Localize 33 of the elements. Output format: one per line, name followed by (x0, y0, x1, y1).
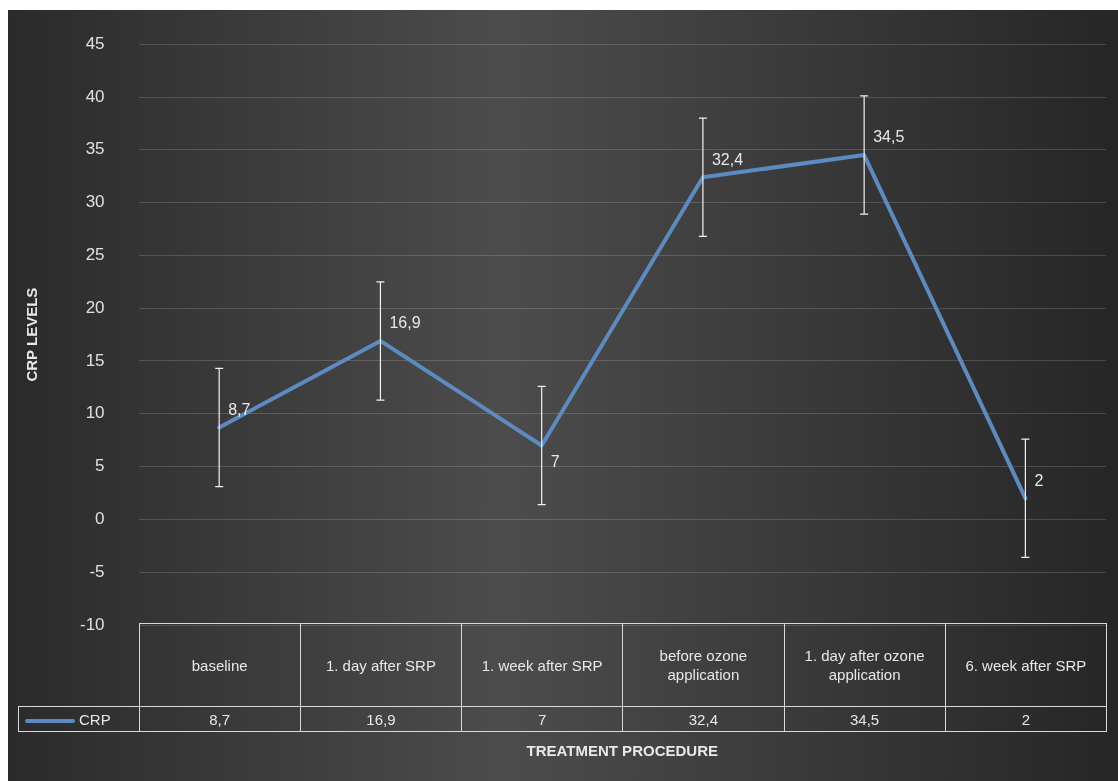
y-tick-label: 10 (85, 403, 105, 423)
text: 7 (550, 452, 560, 470)
data-label: 2 (945, 706, 1107, 732)
text: 32,4 (711, 150, 744, 168)
y-tick-label: 5 (95, 456, 105, 476)
x-axis-title: TREATMENT PROCEDURE (525, 742, 719, 759)
data-label: 16,9 (300, 706, 462, 732)
y-tick-label: -5 (89, 561, 105, 581)
y-tick-label: 15 (85, 350, 105, 370)
text: 8,7 (228, 400, 251, 418)
x-tick-label: 1. week after SRP (461, 623, 623, 707)
legend-label: CRP (79, 710, 111, 728)
x-tick-label: 1. day after ozone application (784, 623, 946, 707)
y-tick-label: 45 (85, 33, 105, 53)
y-tick-label: 20 (85, 297, 105, 317)
y-tick-label: 0 (95, 509, 105, 529)
x-tick-label: before ozone application (622, 623, 784, 707)
y-tick-label: 40 (85, 86, 105, 106)
y-tick-label: -10 (79, 614, 105, 634)
x-tick-label: 1. day after SRP (300, 623, 462, 707)
x-tick-label: 6. week after SRP (945, 623, 1107, 707)
data-label: 34,5 (784, 706, 946, 732)
y-tick-label: 30 (85, 192, 105, 212)
text: 2 (1034, 471, 1044, 489)
text: 34,5 (873, 128, 905, 146)
x-tick-label: baseline (139, 623, 301, 707)
data-label: 7 (461, 706, 623, 732)
data-label: 8,7 (139, 706, 301, 732)
y-tick-label: 35 (85, 139, 105, 159)
text: 16,9 (389, 314, 421, 332)
data-label: 32,4 (622, 706, 784, 732)
y-axis-title: CRP LEVELS (23, 287, 41, 382)
y-tick-label: 25 (85, 245, 105, 265)
